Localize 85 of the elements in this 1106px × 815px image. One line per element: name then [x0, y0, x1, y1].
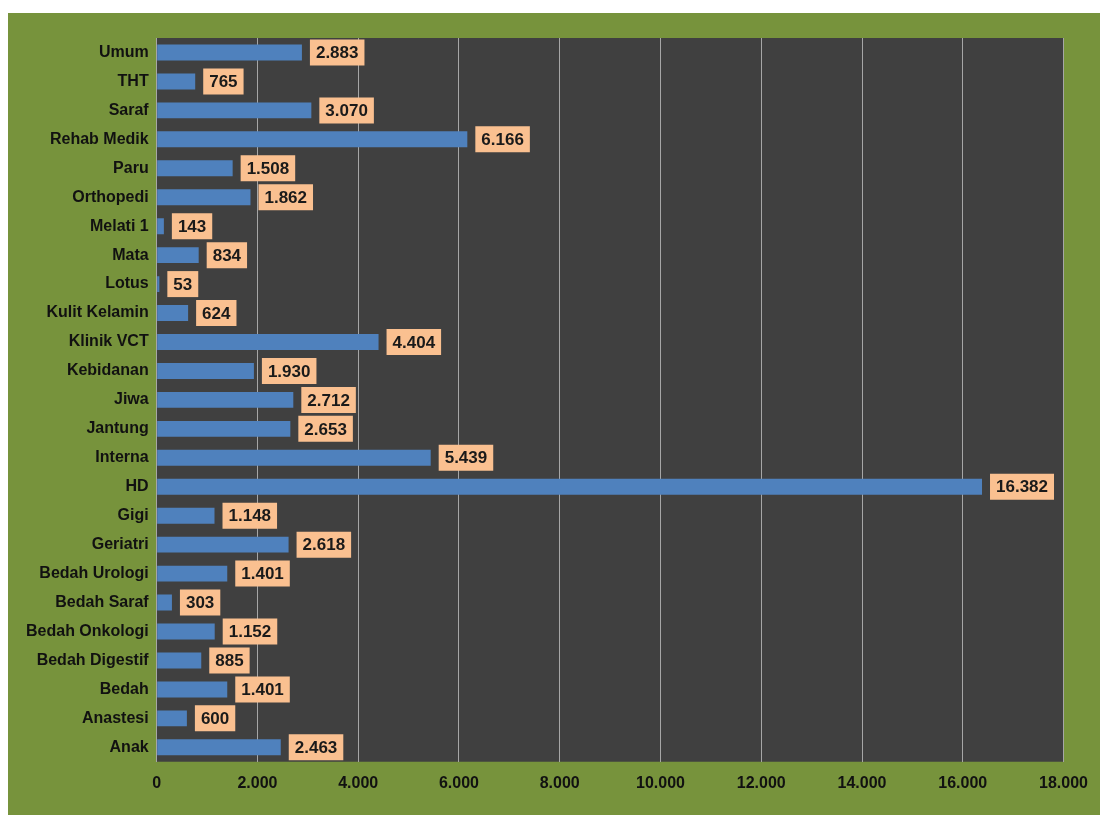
- bar: [157, 652, 202, 669]
- y-tick-label: HD: [125, 477, 149, 495]
- bar: [157, 160, 233, 177]
- bar: [157, 710, 187, 727]
- bar: [157, 73, 196, 90]
- y-tick-label: Rehab Medik: [49, 129, 149, 147]
- x-tick-label: 12.000: [736, 773, 786, 791]
- x-tick-label: 18.000: [1039, 773, 1089, 791]
- data-label: 3.070: [325, 101, 368, 121]
- x-tick-label: 16.000: [938, 773, 988, 791]
- y-tick-label: Anak: [109, 737, 149, 755]
- y-tick-label: Anastesi: [81, 708, 149, 726]
- bar: [157, 623, 215, 640]
- bar: [157, 334, 379, 350]
- y-tick-label: Jiwa: [113, 390, 149, 408]
- data-label: 2.463: [294, 738, 338, 758]
- data-label: 16.382: [996, 477, 1049, 497]
- bar: [157, 681, 228, 698]
- x-tick-label: 8.000: [539, 773, 580, 791]
- y-tick-label: Kulit Kelamin: [46, 303, 149, 321]
- data-label: 1.508: [246, 158, 290, 178]
- bar: [157, 218, 164, 235]
- data-label: 624: [202, 303, 232, 323]
- data-label: 1.862: [264, 187, 308, 207]
- data-label: 2.653: [304, 419, 347, 439]
- x-tick-label: 0: [152, 773, 162, 791]
- y-tick-label: Klinik VCT: [68, 332, 149, 350]
- bar: [157, 276, 160, 293]
- y-tick-label: Bedah Urologi: [39, 564, 149, 582]
- bar: [157, 565, 228, 582]
- bar: [157, 420, 291, 437]
- bar: [157, 102, 312, 119]
- y-tick-label: Gigi: [117, 506, 149, 524]
- y-tick-label: Interna: [95, 448, 149, 466]
- data-label: 600: [200, 709, 230, 729]
- y-tick-label: Bedah Onkologi: [26, 621, 149, 639]
- x-tick-label: 4.000: [338, 773, 379, 791]
- data-label: 1.401: [241, 564, 284, 584]
- y-tick-label: Umum: [98, 42, 149, 60]
- data-label: 834: [212, 245, 242, 265]
- data-label: 1.148: [228, 506, 272, 526]
- bar: [157, 362, 254, 379]
- data-label: 1.401: [241, 680, 284, 700]
- bar: [157, 478, 983, 495]
- data-label: 885: [215, 651, 244, 671]
- data-label: 765: [209, 72, 238, 92]
- data-label: 303: [185, 593, 215, 613]
- data-label: 4.404: [392, 332, 436, 352]
- x-tick-label: 6.000: [438, 773, 480, 791]
- y-tick-label: Mata: [112, 245, 149, 263]
- x-tick-label: 14.000: [837, 773, 887, 791]
- data-label: 5.439: [444, 448, 488, 468]
- bar: [157, 507, 215, 524]
- bar: [157, 391, 294, 408]
- data-label: 2.618: [302, 535, 346, 555]
- bar: [157, 189, 251, 206]
- y-tick-label: Bedah Saraf: [55, 592, 150, 610]
- y-tick-label: Geriatri: [91, 535, 149, 553]
- y-tick-label: Melati 1: [89, 216, 149, 234]
- bar: [157, 305, 189, 322]
- bar: [157, 131, 468, 148]
- bar: [157, 449, 431, 466]
- y-tick-label: Kebidanan: [66, 361, 149, 379]
- data-label: 143: [177, 216, 207, 236]
- y-tick-label: Jantung: [86, 419, 149, 437]
- y-tick-label: Lotus: [105, 274, 149, 292]
- data-label: 53: [173, 274, 193, 294]
- bar: [157, 594, 172, 611]
- bar: [157, 44, 302, 61]
- y-tick-label: Bedah: [99, 679, 149, 697]
- y-tick-label: Bedah Digestif: [36, 650, 150, 668]
- y-tick-label: THT: [117, 71, 149, 89]
- x-tick-label: 2.000: [237, 773, 278, 791]
- data-label: 1.930: [267, 361, 311, 381]
- y-tick-label: Saraf: [108, 100, 150, 118]
- y-tick-label: Orthopedi: [72, 187, 149, 205]
- x-tick-label: 10.000: [636, 773, 686, 791]
- data-label: 6.166: [481, 130, 524, 150]
- bar: [157, 739, 281, 756]
- data-label: 1.152: [228, 622, 272, 642]
- bar: [157, 247, 199, 264]
- y-tick-label: Paru: [113, 158, 149, 176]
- data-label: 2.883: [315, 43, 359, 63]
- data-label: 2.712: [307, 390, 350, 410]
- bar: [157, 536, 289, 553]
